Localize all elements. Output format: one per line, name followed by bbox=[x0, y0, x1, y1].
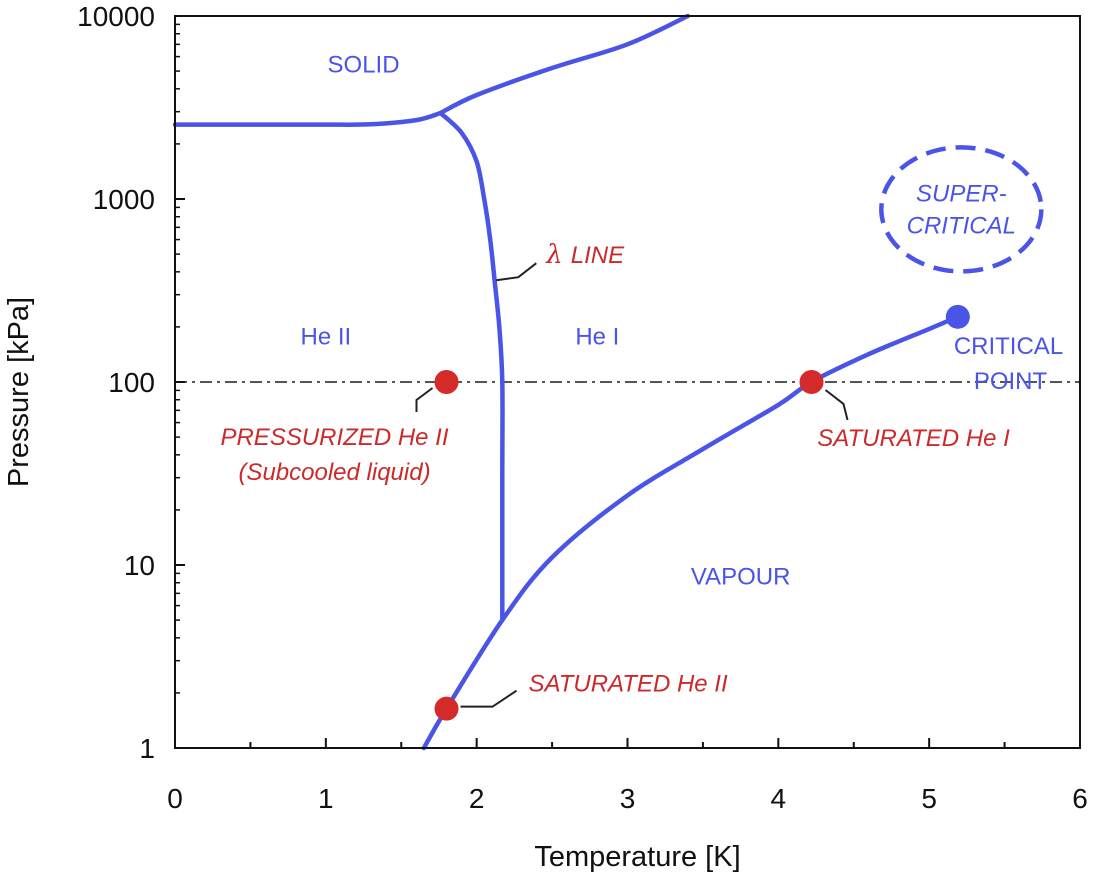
lambda-line-text: LINE bbox=[571, 242, 625, 269]
annotations-layer: SUPER- CRITICAL SOLID He II He I VAPOUR CRITIC… bbox=[220, 52, 1063, 708]
markers-layer bbox=[434, 304, 970, 721]
x-tick-label-6: 6 bbox=[1072, 783, 1088, 814]
x-tick-label-1: 1 bbox=[318, 783, 334, 814]
subcooled-liquid-label: (Subcooled liquid) bbox=[238, 459, 430, 486]
saturated-he-i-point bbox=[799, 370, 824, 394]
x-axis-title: Temperature [K] bbox=[534, 841, 740, 873]
melting-curve bbox=[172, 110, 443, 127]
y-tick-label-4: 10000 bbox=[77, 1, 155, 32]
y-axis-title: Pressure [kPa] bbox=[3, 297, 35, 487]
pressurized-he-ii-point bbox=[434, 370, 459, 394]
y-tick-label-2: 100 bbox=[108, 367, 155, 398]
x-tick-label-4: 4 bbox=[771, 783, 787, 814]
x-tick-label-0: 0 bbox=[167, 783, 183, 814]
curves-layer bbox=[172, 13, 1080, 751]
saturated-he-ii-point bbox=[434, 696, 459, 721]
lambda-symbol: λ bbox=[545, 240, 562, 270]
y-tick-label-3: 1000 bbox=[93, 184, 155, 215]
vapour-pressure-curve bbox=[421, 314, 961, 751]
region-he-ii: He II bbox=[300, 324, 351, 351]
solid-he-i-boundary bbox=[438, 13, 691, 116]
lambda-line-leader bbox=[496, 262, 537, 282]
critical-point-marker bbox=[945, 304, 970, 329]
critical-point-label-line2: POINT bbox=[974, 368, 1048, 395]
region-he-i: He I bbox=[575, 324, 619, 351]
pressurized-leader bbox=[415, 387, 434, 412]
y-tick-label-1: 10 bbox=[124, 550, 155, 581]
saturated-he-ii-leader bbox=[460, 689, 518, 708]
supercritical-boundary bbox=[879, 145, 1044, 274]
region-solid: SOLID bbox=[328, 52, 400, 79]
critical-point-label-line1: CRITICAL bbox=[954, 333, 1063, 360]
x-tick-label-5: 5 bbox=[921, 783, 937, 814]
saturated-he-ii-label: SATURATED He II bbox=[529, 671, 728, 698]
pressurized-he-ii-label: PRESSURIZED He II bbox=[220, 424, 448, 451]
saturated-he-i-leader bbox=[824, 389, 849, 421]
lambda-line bbox=[438, 110, 505, 623]
saturated-he-i-label: SATURATED He I bbox=[817, 425, 1010, 452]
x-tick-label-2: 2 bbox=[469, 783, 485, 814]
supercritical-label-line1: SUPER- bbox=[916, 180, 1007, 207]
supercritical-label-line2: CRITICAL bbox=[907, 212, 1016, 239]
y-tick-label-0: 1 bbox=[139, 733, 155, 764]
x-tick-label-3: 3 bbox=[620, 783, 636, 814]
region-vapour: VAPOUR bbox=[691, 564, 791, 591]
lambda-line-label: λ LINE bbox=[545, 240, 625, 270]
